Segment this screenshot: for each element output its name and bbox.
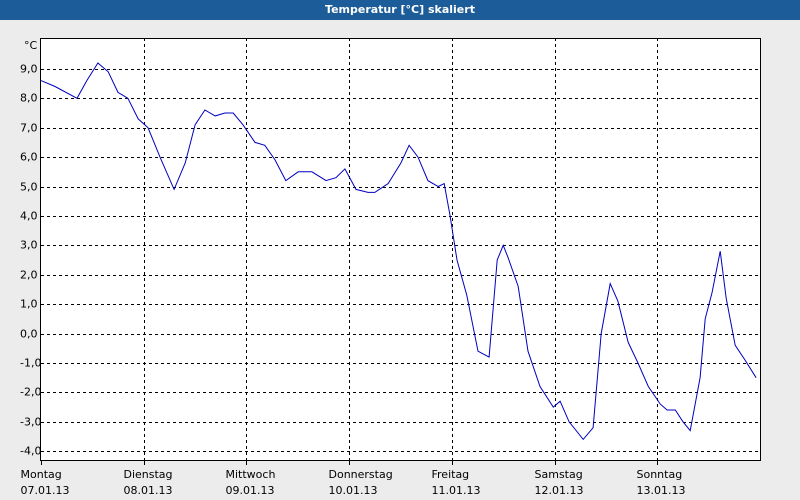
- x-tick-label: Montag: [21, 468, 62, 481]
- x-tick-date: 09.01.13: [226, 484, 275, 497]
- x-tick-label: Mittwoch: [226, 468, 276, 481]
- y-tick-label: -2,0: [20, 386, 41, 399]
- y-tick-label: -1,0: [20, 357, 41, 370]
- y-tick-label: 8,0: [20, 92, 38, 105]
- y-tick-label: 1,0: [20, 298, 38, 311]
- x-tick-label: Samstag: [535, 468, 583, 481]
- y-tick-label: -3,0: [20, 416, 41, 429]
- x-tick-date: 12.01.13: [535, 484, 584, 497]
- plot-area: [40, 38, 761, 461]
- x-tick-date: 13.01.13: [637, 484, 686, 497]
- y-tick-label: 7,0: [20, 122, 38, 135]
- y-tick-label: 6,0: [20, 151, 38, 164]
- y-tick-label: 2,0: [20, 269, 38, 282]
- x-tick-label: Donnerstag: [329, 468, 393, 481]
- y-tick-label: 9,0: [20, 63, 38, 76]
- y-tick-label: -4,0: [20, 445, 41, 458]
- x-tick-date: 08.01.13: [124, 484, 173, 497]
- y-axis-label: °C: [24, 39, 38, 52]
- temperature-line: [40, 62, 757, 441]
- x-tick-date: 07.01.13: [21, 484, 70, 497]
- x-tick-label: Freitag: [432, 468, 470, 481]
- x-tick-date: 11.01.13: [432, 484, 481, 497]
- y-tick-label: 3,0: [20, 239, 38, 252]
- y-tick-label: 4,0: [20, 210, 38, 223]
- x-tick-label: Sonntag: [637, 468, 683, 481]
- x-tick-label: Dienstag: [124, 468, 173, 481]
- title-bar: [0, 0, 800, 20]
- y-tick-label: 5,0: [20, 181, 38, 194]
- x-tick-date: 10.01.13: [329, 484, 378, 497]
- chart-title: Temperatur [°C] skaliert: [325, 3, 475, 16]
- y-tick-label: 0,0: [20, 328, 38, 341]
